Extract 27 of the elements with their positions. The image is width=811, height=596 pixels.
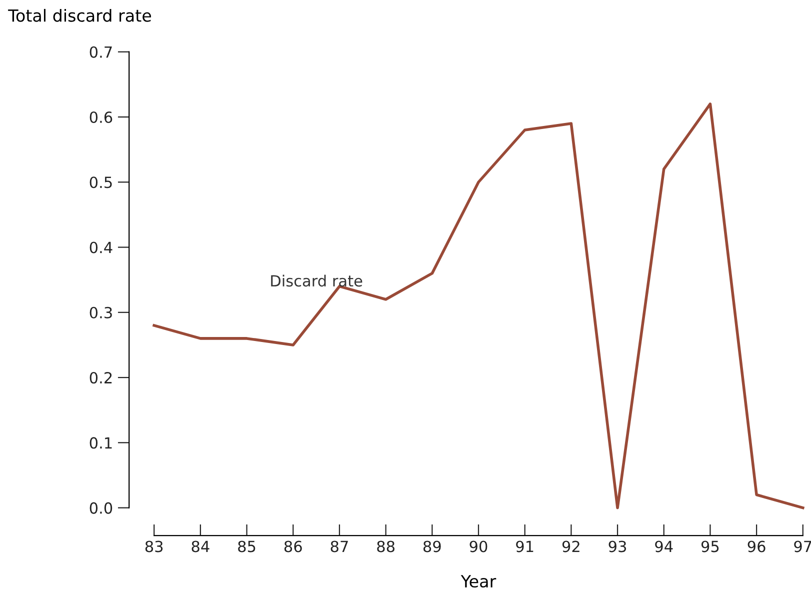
y-tick-label: 0.6	[90, 111, 112, 124]
x-tick-label: 94	[655, 540, 673, 552]
y-tick-label: 0.4	[90, 242, 112, 254]
y-tick-label: 0.7	[90, 46, 112, 58]
y-tick-label: 0.1	[90, 437, 112, 449]
x-tick-label: 83	[145, 540, 163, 552]
x-tick-label: 91	[516, 540, 534, 552]
y-tick-label: 0.5	[90, 176, 112, 188]
x-tick-label: 85	[238, 540, 256, 552]
x-tick-label: 92	[562, 540, 580, 552]
x-tick-label: 96	[748, 540, 766, 552]
series-label: Discard rate	[271, 274, 362, 287]
x-tick-label: 90	[470, 540, 488, 552]
x-tick-label: 89	[423, 540, 441, 552]
y-tick-label: 0.0	[90, 502, 112, 514]
x-tick-label: 88	[377, 540, 394, 552]
x-axis-title: Year	[460, 575, 496, 588]
y-tick-label: 0.3	[90, 306, 112, 318]
x-tick-label: 97	[794, 540, 811, 552]
x-tick-label: 86	[284, 540, 302, 552]
line-series	[152, 102, 804, 510]
y-tick-label: 0.2	[90, 372, 112, 384]
x-tick-label: 87	[330, 540, 348, 552]
x-tick-label: 95	[701, 540, 719, 552]
x-tick-label: 84	[192, 540, 210, 552]
x-tick-label: 93	[608, 540, 626, 552]
y-axis-title: Total discard rate	[8, 8, 152, 22]
